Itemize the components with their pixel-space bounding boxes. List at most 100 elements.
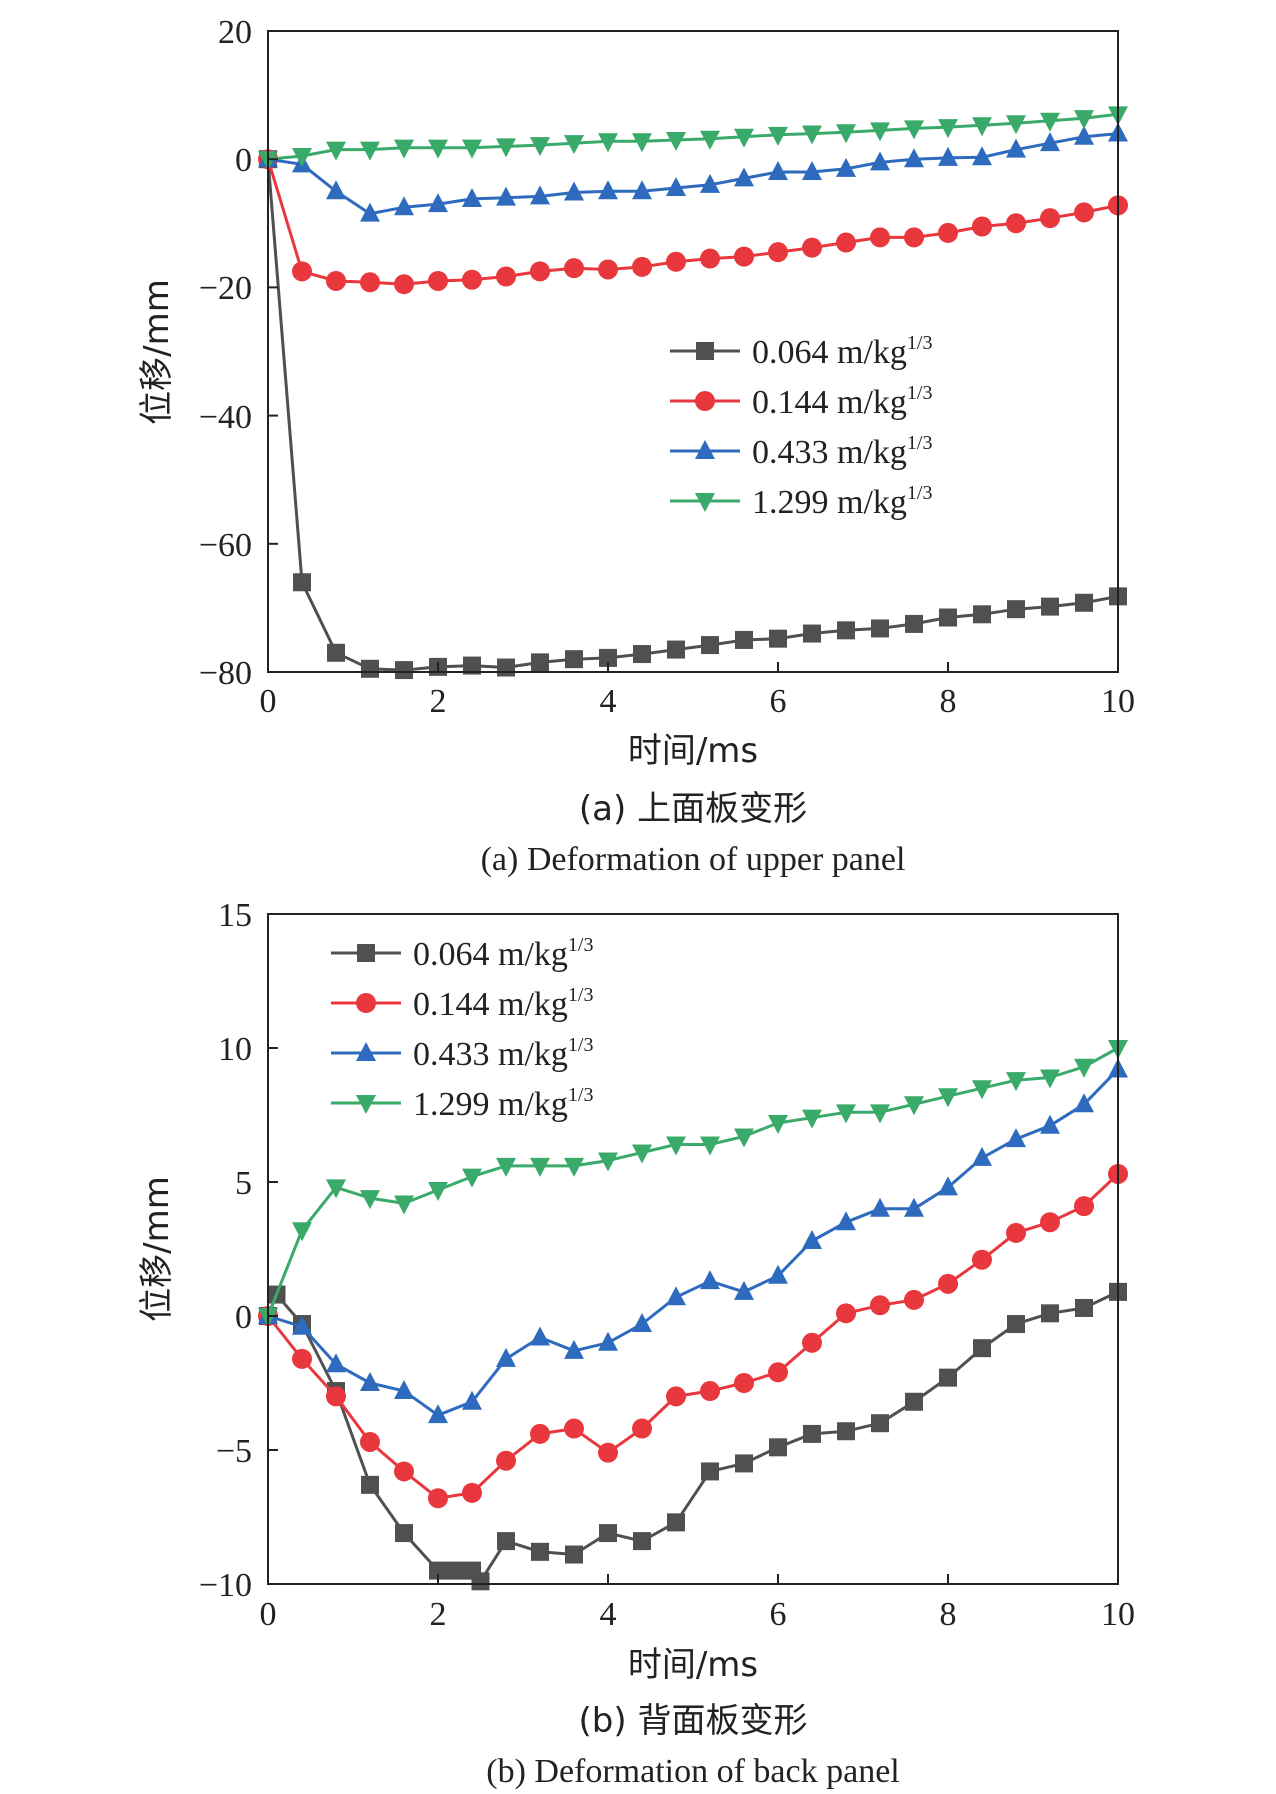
data-point-marker xyxy=(496,1157,516,1177)
legend-swatch xyxy=(331,1042,401,1061)
data-point-marker xyxy=(530,1157,550,1177)
x-axis-label: 时间/ms xyxy=(628,731,758,771)
data-point-marker xyxy=(666,131,686,151)
data-point-marker xyxy=(1006,1128,1026,1148)
data-point-marker xyxy=(803,624,821,643)
data-point-marker xyxy=(870,122,890,142)
data-point-marker xyxy=(734,167,754,187)
data-point-marker xyxy=(871,1414,889,1433)
data-point-marker xyxy=(667,1513,685,1532)
y-tick-label: 0 xyxy=(235,142,252,179)
data-point-marker xyxy=(598,1442,618,1463)
data-point-marker xyxy=(667,640,685,659)
plot-series-layer xyxy=(258,1040,1128,1591)
data-point-marker xyxy=(700,1381,720,1402)
data-point-marker xyxy=(836,157,856,177)
data-point-marker xyxy=(836,1104,856,1124)
series-line xyxy=(266,1046,1119,1317)
data-point-marker xyxy=(836,124,856,144)
x-tick-label: 4 xyxy=(600,1596,617,1633)
data-point-marker xyxy=(1041,1304,1059,1323)
data-point-marker xyxy=(326,1179,346,1199)
data-point-marker xyxy=(735,630,753,649)
data-point-marker xyxy=(428,1404,448,1424)
data-point-marker xyxy=(462,1482,482,1503)
data-point-marker xyxy=(564,1418,584,1439)
data-point-marker xyxy=(565,1545,583,1564)
data-point-marker xyxy=(870,227,890,248)
data-point-marker xyxy=(701,636,719,655)
legend-label: 1.299 m/kg1/3 xyxy=(413,1084,593,1123)
data-point-marker xyxy=(836,1303,856,1324)
data-point-marker xyxy=(1040,1212,1060,1233)
data-point-marker xyxy=(1006,1072,1026,1092)
legend-swatch xyxy=(670,440,740,459)
plot-frame xyxy=(267,30,1119,673)
data-point-marker xyxy=(1006,138,1026,158)
data-point-marker xyxy=(598,133,618,153)
data-point-marker xyxy=(973,1339,991,1358)
data-point-marker xyxy=(666,1136,686,1156)
data-point-marker xyxy=(972,1249,992,1270)
data-point-marker xyxy=(394,1461,414,1482)
data-point-marker xyxy=(632,180,652,200)
data-point-marker xyxy=(395,661,413,680)
data-point-marker xyxy=(871,619,889,638)
data-point-marker xyxy=(734,246,754,267)
data-point-marker xyxy=(768,1115,788,1135)
data-point-marker xyxy=(666,251,686,272)
data-point-marker xyxy=(326,1386,346,1407)
data-point-marker xyxy=(938,146,958,166)
data-point-marker xyxy=(972,1146,992,1166)
data-point-marker xyxy=(700,248,720,269)
data-point-marker xyxy=(462,1168,482,1188)
data-point-marker xyxy=(428,270,448,291)
data-point-marker xyxy=(695,391,715,411)
data-point-marker xyxy=(598,180,618,200)
data-point-marker xyxy=(769,629,787,648)
data-point-marker xyxy=(360,1372,380,1391)
y-tick-label: 5 xyxy=(235,1165,252,1202)
caption-english: (a) Deformation of upper panel xyxy=(481,841,906,878)
data-point-marker xyxy=(471,1572,490,1591)
data-point-marker xyxy=(428,139,448,159)
data-point-marker xyxy=(1041,597,1059,616)
data-point-marker xyxy=(496,186,516,206)
data-point-marker xyxy=(938,119,958,139)
x-tick-label: 10 xyxy=(1101,1596,1135,1633)
data-point-marker xyxy=(293,573,311,592)
data-point-marker xyxy=(394,196,414,216)
data-point-marker xyxy=(837,1422,855,1441)
data-point-marker xyxy=(1006,213,1026,234)
x-axis-label: 时间/ms xyxy=(628,1645,758,1685)
y-tick-label: 20 xyxy=(218,14,252,51)
data-point-marker xyxy=(666,1286,686,1306)
caption-english: (b) Deformation of back panel xyxy=(486,1753,900,1790)
data-point-marker xyxy=(904,1289,924,1310)
y-tick-label: −10 xyxy=(199,1567,252,1604)
data-point-marker xyxy=(632,1313,652,1333)
data-point-marker xyxy=(356,993,376,1013)
chart-upper-panel: 0 2 4 6 8 10 −80 −60 −40 −20 0 20 时间/ms … xyxy=(137,14,1135,878)
data-point-marker xyxy=(768,242,788,263)
data-point-marker xyxy=(802,1229,822,1249)
data-point-marker xyxy=(701,1462,719,1481)
legend: 0.064 m/kg1/3 0.144 m/kg1/3 0.433 m/kg1/… xyxy=(331,934,593,1123)
data-point-marker xyxy=(734,1373,754,1393)
x-tick-label: 6 xyxy=(770,683,787,720)
chart-back-panel: 0 2 4 6 8 10 −10 −5 0 5 10 15 时间/ms 位移/m… xyxy=(137,897,1135,1790)
data-point-marker xyxy=(938,1273,958,1294)
data-point-marker xyxy=(972,216,992,237)
y-axis-label: 位移/mm xyxy=(137,1176,177,1322)
data-point-marker xyxy=(803,1424,821,1443)
legend-swatch xyxy=(670,391,740,411)
data-point-marker xyxy=(768,1264,788,1284)
data-point-marker xyxy=(632,133,652,153)
caption-chinese: (b) 背面板变形 xyxy=(579,1701,808,1741)
data-point-marker xyxy=(734,128,754,148)
data-point-marker xyxy=(462,187,482,207)
data-point-marker xyxy=(904,1197,924,1217)
data-point-marker xyxy=(360,202,380,222)
data-point-marker xyxy=(360,272,380,293)
data-point-marker xyxy=(938,222,958,243)
